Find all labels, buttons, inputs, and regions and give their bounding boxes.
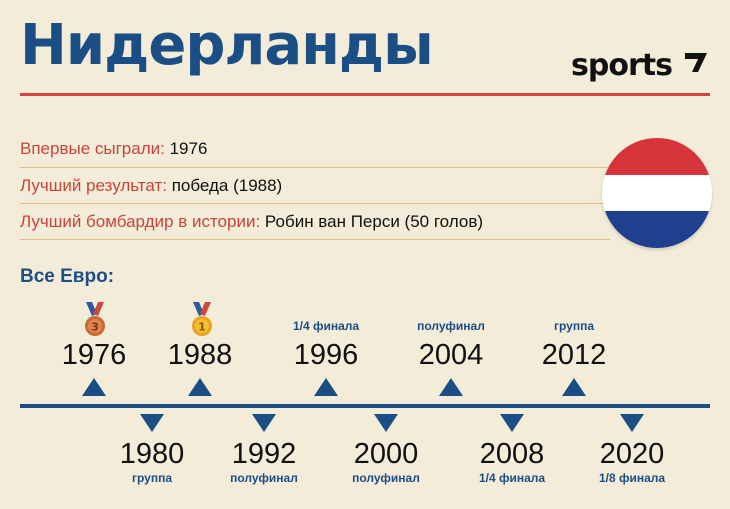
stage-label-2000: полуфинал <box>352 471 420 485</box>
down-arrow-icon <box>252 414 276 432</box>
down-arrow-icon <box>374 414 398 432</box>
info-row-best-result: Лучший результат: победа (1988) <box>20 168 282 204</box>
stage-label-1980: группа <box>131 471 172 485</box>
down-arrow-icon <box>620 414 644 432</box>
info-divider <box>20 239 610 240</box>
info-value: Робин ван Перси (50 голов) <box>260 212 484 231</box>
year-1988: 1988 <box>167 339 233 371</box>
flag-stripe-red <box>602 138 712 175</box>
gold-medal-icon: 1 <box>192 302 212 336</box>
info-row-first-played: Впервые сыграли: 1976 <box>20 131 207 167</box>
sports-logo: sports <box>571 48 673 83</box>
sports-slash-mark-icon <box>685 53 707 72</box>
up-arrow-icon <box>82 378 106 396</box>
up-arrow-icon <box>188 378 212 396</box>
stage-label-2012: группа <box>553 319 594 333</box>
flag-stripe-white <box>602 174 712 212</box>
stage-label-2008: 1/4 финала <box>478 471 546 485</box>
year-1980: 1980 <box>119 438 185 470</box>
medal-number: 3 <box>91 321 99 334</box>
info-row-top-scorer: Лучший бомбардир в истории: Робин ван Пе… <box>20 204 483 240</box>
stage-label-2020: 1/8 финала <box>598 471 666 485</box>
stage-label-1992: полуфинал <box>230 471 298 485</box>
year-2004: 2004 <box>418 339 484 371</box>
stage-label-2004: полуфинал <box>417 319 485 333</box>
page-title: Нидерланды <box>20 13 434 78</box>
year-2012: 2012 <box>541 339 607 371</box>
year-1992: 1992 <box>231 438 297 470</box>
year-1996: 1996 <box>293 339 359 371</box>
all-euros-label: Все Евро: <box>20 266 115 287</box>
up-arrow-icon <box>314 378 338 396</box>
down-arrow-icon <box>140 414 164 432</box>
info-value: победа (1988) <box>166 176 283 195</box>
info-divider <box>20 203 610 204</box>
stage-label-1996: 1/4 финала <box>292 319 360 333</box>
year-2020: 2020 <box>599 438 665 470</box>
netherlands-flag-icon <box>602 138 712 248</box>
title-underline <box>20 93 710 96</box>
bronze-medal-icon: 3 <box>85 302 105 336</box>
info-value: 1976 <box>164 139 208 158</box>
down-arrow-icon <box>500 414 524 432</box>
info-label: Лучший результат: <box>20 176 167 195</box>
info-label: Впервые сыграли: <box>20 139 165 158</box>
flag-stripe-blue <box>602 211 712 248</box>
year-2008: 2008 <box>479 438 545 470</box>
info-label: Лучший бомбардир в истории: <box>20 212 261 231</box>
up-arrow-icon <box>562 378 586 396</box>
up-arrow-icon <box>439 378 463 396</box>
year-1976: 1976 <box>61 339 127 371</box>
medal-number: 1 <box>198 321 206 334</box>
year-2000: 2000 <box>353 438 419 470</box>
info-divider <box>20 167 610 168</box>
timeline-axis <box>20 404 710 408</box>
